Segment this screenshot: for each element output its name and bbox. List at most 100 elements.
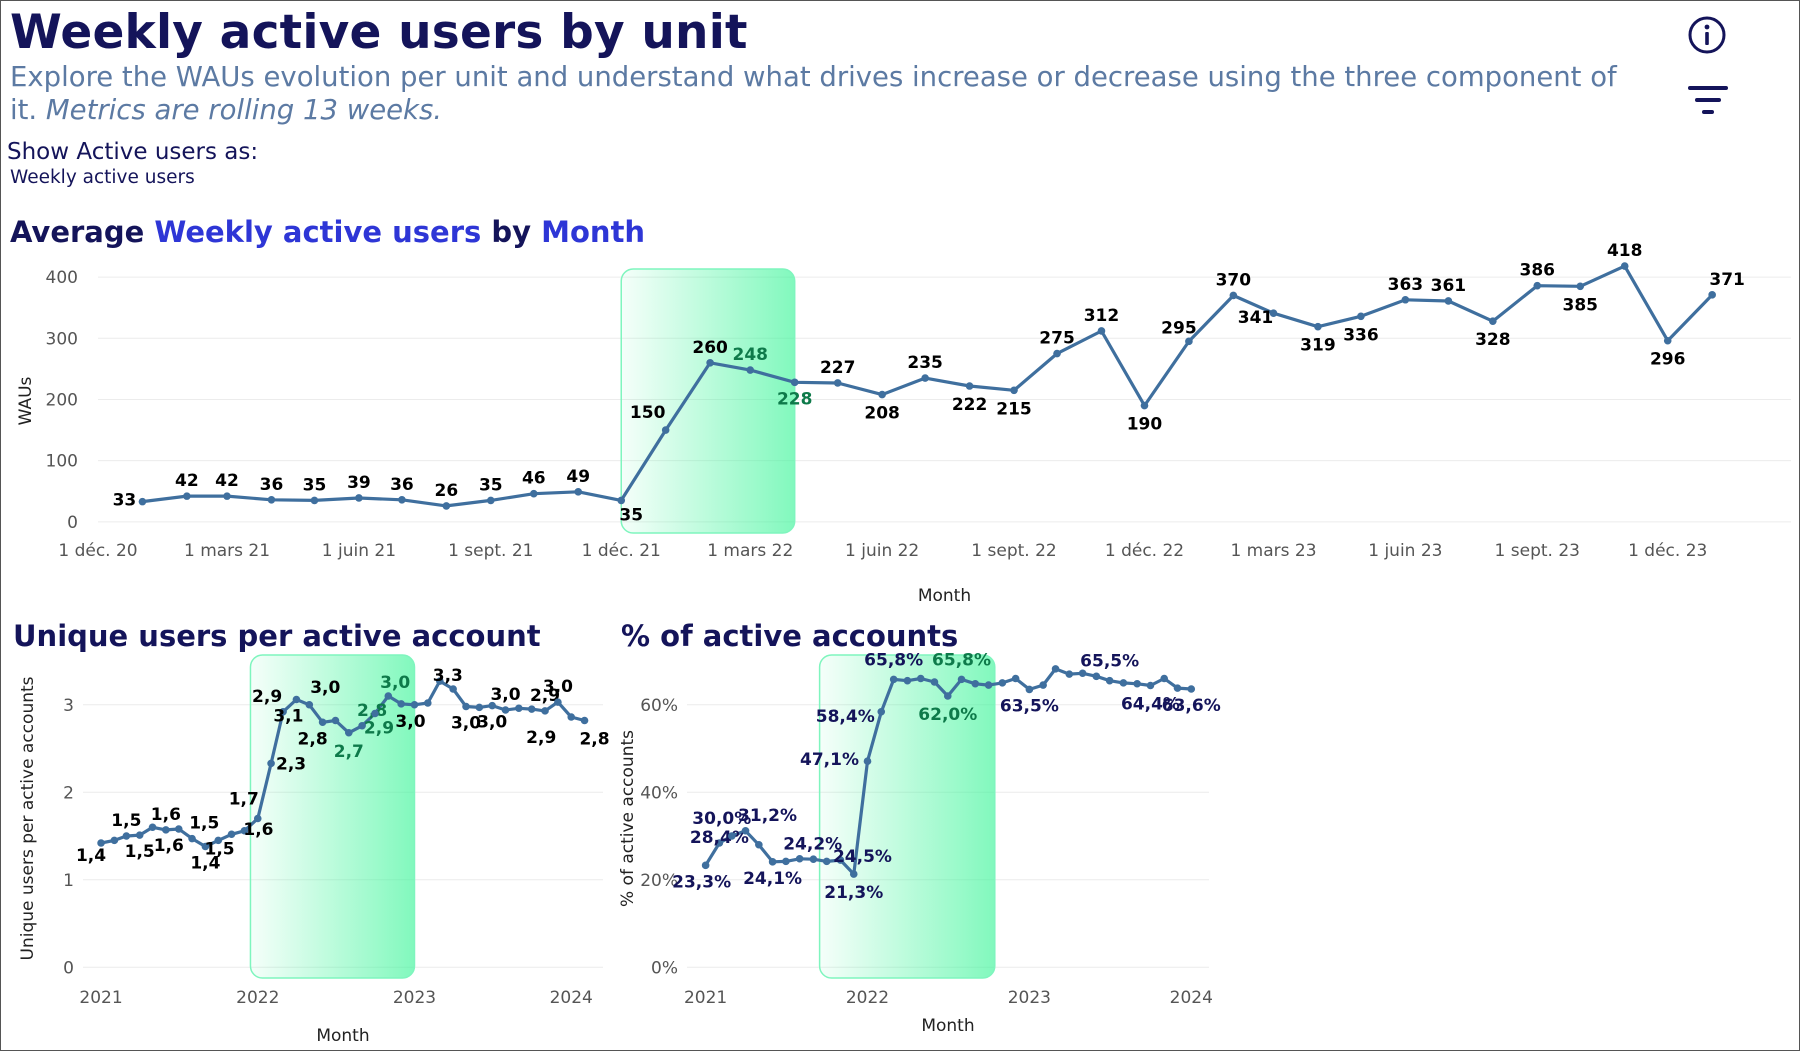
wau-highlight-band <box>620 268 796 534</box>
users-data-label: 2,3 <box>276 754 306 774</box>
wau-y-tick-label: 400 <box>46 268 78 288</box>
pct-chart-title: % of active accounts <box>621 619 959 653</box>
pct-point <box>1119 679 1128 687</box>
users-data-label: 1,6 <box>151 805 181 825</box>
pct-data-label: 65,5% <box>1080 652 1139 672</box>
wau-y-tick-label: 0 <box>67 513 78 533</box>
pct-point <box>1092 672 1101 681</box>
users-point <box>279 707 287 716</box>
pct-data-label: 63,5% <box>1000 696 1059 716</box>
wau-point <box>706 358 714 367</box>
wau-data-label: 36 <box>260 475 284 495</box>
users-point <box>148 823 157 832</box>
wau-point <box>267 496 276 504</box>
wau-point <box>1314 322 1322 331</box>
wau-data-label: 26 <box>435 481 459 501</box>
wau-data-label: 418 <box>1607 241 1643 261</box>
wau-point <box>398 496 406 504</box>
wau-title-dimension[interactable]: Month <box>541 215 646 249</box>
users-x-tick-label: 2021 <box>79 988 122 1008</box>
wau-data-label: 275 <box>1039 329 1075 349</box>
wau-data-label: 46 <box>522 469 546 489</box>
users-point <box>344 728 353 737</box>
pct-data-label: 64,4% <box>1121 695 1180 715</box>
wau-data-label: 341 <box>1238 308 1274 328</box>
wau-point <box>617 496 626 505</box>
pct-point <box>1051 665 1060 673</box>
pct-y-tick-label: 0% <box>651 958 678 978</box>
pct-point <box>755 840 763 849</box>
wau-point <box>1663 336 1672 345</box>
users-data-label: 1,7 <box>229 790 259 810</box>
wau-title-measure[interactable]: Weekly active users <box>154 215 482 249</box>
filter-icon[interactable] <box>1687 83 1729 117</box>
users-data-label: 2,9 <box>252 687 282 707</box>
show-as-select[interactable]: Weekly active users <box>10 167 195 188</box>
users-point <box>567 713 576 721</box>
pct-x-tick-label: 2024 <box>1170 988 1213 1008</box>
users-point <box>580 716 589 725</box>
wau-point <box>878 390 886 399</box>
wau-data-label: 319 <box>1300 336 1336 356</box>
wau-data-label: 42 <box>175 471 199 491</box>
wau-point <box>223 492 231 500</box>
pct-point <box>930 678 939 686</box>
wau-x-tick-label: 1 déc. 23 <box>1628 541 1707 561</box>
pct-data-label: 28,4% <box>690 828 749 848</box>
wau-data-label: 35 <box>479 475 503 495</box>
users-data-label: 1,5 <box>189 813 219 833</box>
wau-data-label: 295 <box>1161 318 1197 338</box>
users-data-label: 1,6 <box>154 836 184 856</box>
users-data-label: 3,0 <box>477 713 507 733</box>
users-point <box>515 704 523 713</box>
pct-point <box>1105 676 1114 685</box>
wau-point <box>138 497 147 506</box>
users-x-tick-label: 2024 <box>550 988 593 1008</box>
pct-data-label: 62,0% <box>918 705 977 725</box>
wau-point <box>1140 401 1149 410</box>
wau-data-label: 363 <box>1388 275 1424 295</box>
wau-data-label: 248 <box>733 345 769 365</box>
users-data-label: 3,0 <box>543 677 573 697</box>
wau-data-label: 371 <box>1709 270 1745 290</box>
wau-x-tick-label: 1 sept. 23 <box>1495 541 1580 561</box>
users-point <box>462 702 470 711</box>
users-y-axis-label: Unique users per active accounts <box>18 676 38 960</box>
users-point <box>253 814 262 823</box>
info-circle-icon[interactable] <box>1687 15 1727 55</box>
users-point <box>449 685 457 693</box>
wau-point <box>1229 291 1238 300</box>
users-x-axis-label: Month <box>316 1026 369 1046</box>
wau-point <box>1010 386 1018 395</box>
pct-point <box>877 707 886 716</box>
wau-data-label: 222 <box>952 395 988 415</box>
wau-point <box>1269 309 1278 318</box>
wau-x-tick-label: 1 déc. 20 <box>58 541 137 561</box>
pct-y-axis-label: % of active accounts <box>618 730 638 907</box>
users-data-label: 2,9 <box>364 719 394 739</box>
pct-point <box>727 832 736 840</box>
users-data-label: 2,8 <box>357 701 387 721</box>
users-point <box>292 695 301 704</box>
wau-series-line <box>142 264 1714 508</box>
pct-data-label: 31,2% <box>738 806 797 826</box>
wau-point <box>1444 297 1453 305</box>
wau-point <box>661 426 670 434</box>
wau-point <box>1708 291 1716 299</box>
wau-data-label: 312 <box>1084 306 1120 326</box>
wau-y-tick-label: 200 <box>46 390 78 410</box>
users-data-label: 2,9 <box>530 686 560 706</box>
pct-data-label: 47,1% <box>800 750 859 770</box>
wau-point <box>183 492 191 500</box>
users-point <box>384 692 393 700</box>
users-point <box>201 842 210 851</box>
wau-point <box>1401 295 1410 304</box>
wau-data-label: 39 <box>347 473 371 493</box>
users-data-label: 3,3 <box>433 666 463 686</box>
pct-point <box>943 692 952 700</box>
wau-point <box>1185 337 1193 346</box>
pct-point <box>795 854 804 863</box>
wau-x-tick-label: 1 juin 22 <box>845 541 919 561</box>
wau-data-label: 49 <box>566 467 590 487</box>
pct-x-tick-label: 2022 <box>846 988 889 1008</box>
